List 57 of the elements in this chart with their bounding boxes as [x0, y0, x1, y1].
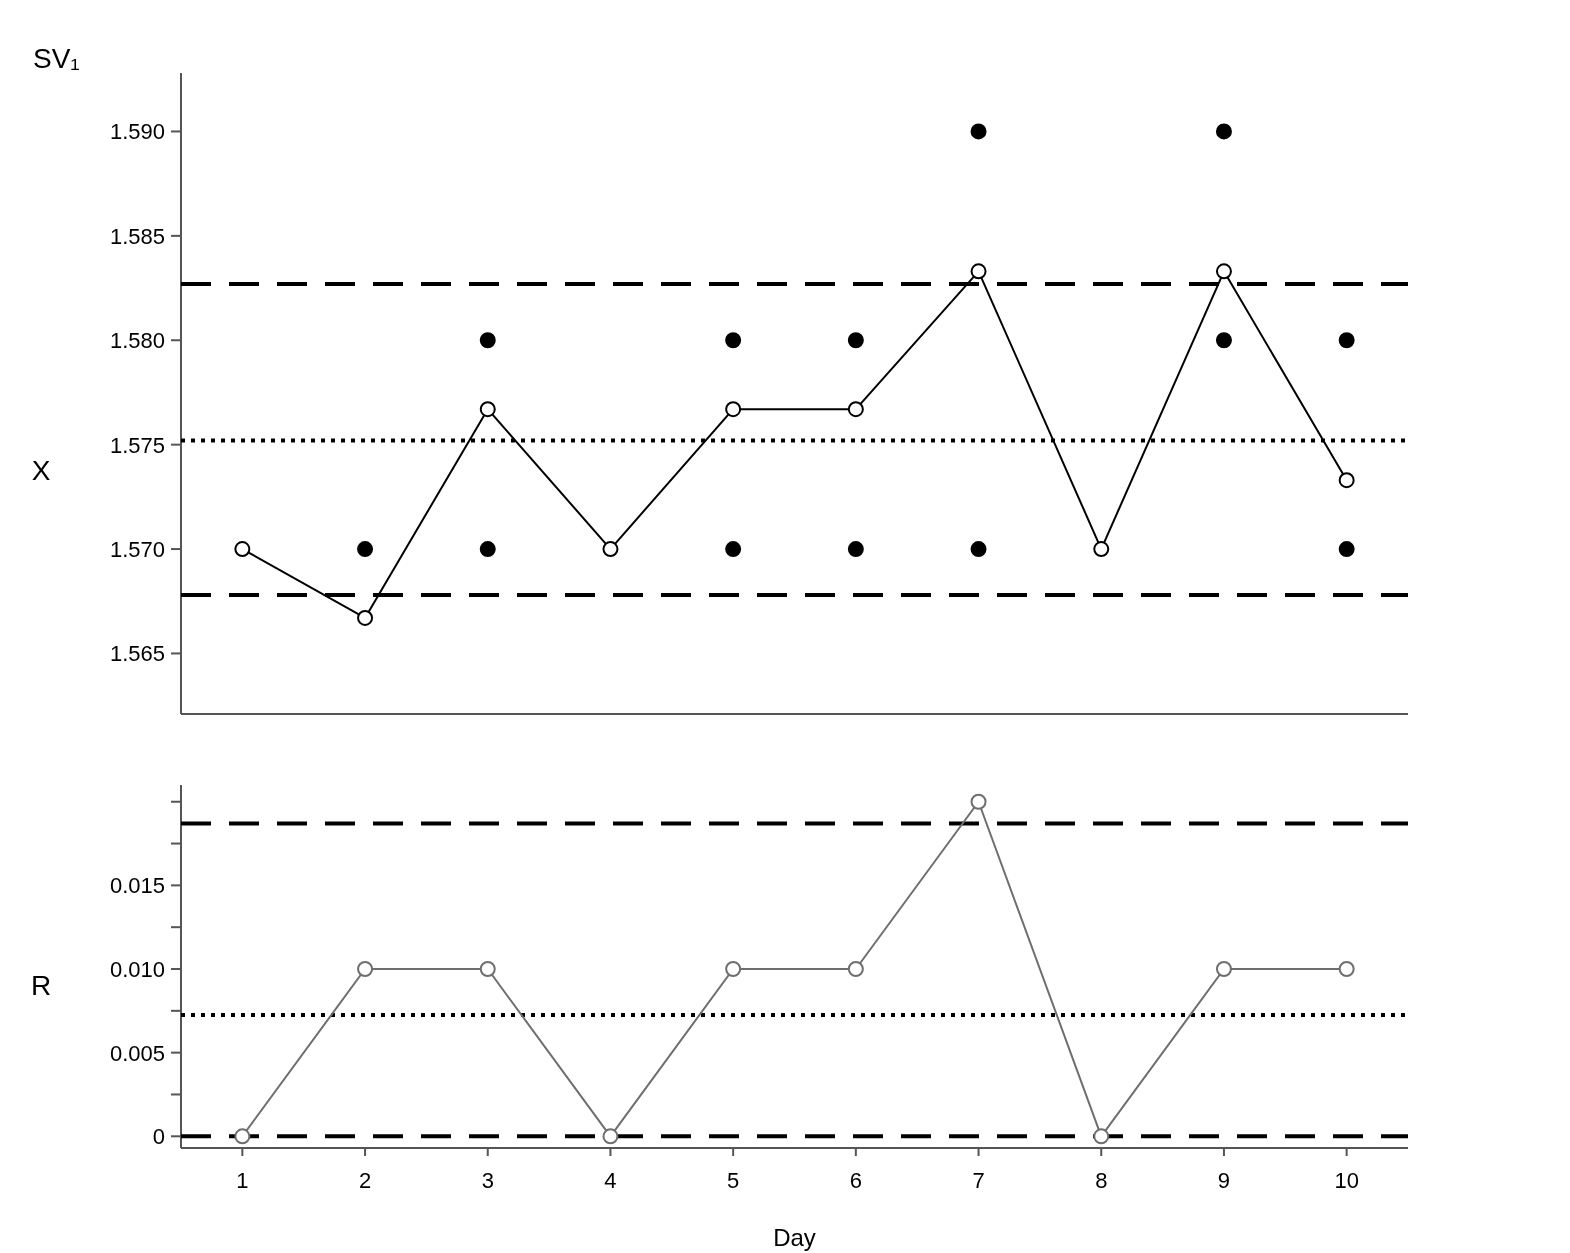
point: [970, 541, 987, 558]
y-tick-label: 1.590: [109, 119, 165, 145]
point: [1338, 472, 1355, 489]
point: [1215, 961, 1232, 978]
y-tick-label: 0.015: [109, 873, 165, 899]
x-tick-label: 5: [727, 1168, 740, 1193]
x-tick-label: 2: [358, 1168, 372, 1193]
point: [479, 332, 496, 349]
y-tick-label: 1.570: [109, 537, 165, 563]
y-tick-label: 0.010: [109, 957, 165, 983]
x-tick-label: 3: [481, 1168, 494, 1193]
point: [725, 332, 742, 349]
x-tick-label: 1: [236, 1168, 249, 1193]
point: [847, 541, 864, 558]
y-tick-label: 0: [152, 1124, 165, 1150]
x-tick-label: 10: [1334, 1168, 1359, 1193]
x-tick-label: 4: [604, 1168, 617, 1193]
text: 0.005: [109, 1040, 165, 1066]
x-tick-label: 9: [1217, 1168, 1231, 1193]
point: [479, 401, 496, 418]
point: [602, 541, 619, 558]
x-tick-label: 6: [849, 1168, 862, 1193]
point: [847, 401, 864, 418]
point: [1215, 123, 1232, 140]
y-axis-title: R: [30, 969, 52, 1001]
point: [1093, 1128, 1110, 1145]
point: [725, 541, 742, 558]
point: [970, 123, 987, 140]
point: [1338, 961, 1355, 978]
point: [234, 541, 251, 558]
text: 1.565: [109, 641, 165, 667]
point: [357, 961, 374, 978]
point: [725, 401, 742, 418]
x-tick-label: 7: [972, 1168, 985, 1193]
x-tick-label: 8: [1095, 1168, 1108, 1193]
point: [479, 961, 496, 978]
point: [970, 263, 987, 280]
point: [847, 332, 864, 349]
point: [725, 961, 742, 978]
point: [847, 961, 864, 978]
text: 1.575: [109, 432, 165, 458]
y-tick-label: 1.580: [109, 328, 165, 354]
point: [1093, 541, 1110, 558]
point: [234, 1128, 251, 1145]
y-axis-title: X: [31, 455, 51, 487]
point: [357, 541, 374, 558]
point: [970, 793, 987, 810]
point: [1338, 332, 1355, 349]
point: [357, 609, 374, 626]
x-axis-title: Day: [773, 1224, 816, 1251]
point: [1338, 541, 1355, 558]
point: [1215, 263, 1232, 280]
point: [1215, 332, 1232, 349]
point: [602, 1128, 619, 1145]
point: [479, 541, 496, 558]
chart-title: SV₁: [33, 43, 80, 74]
text: 1.585: [109, 223, 165, 249]
